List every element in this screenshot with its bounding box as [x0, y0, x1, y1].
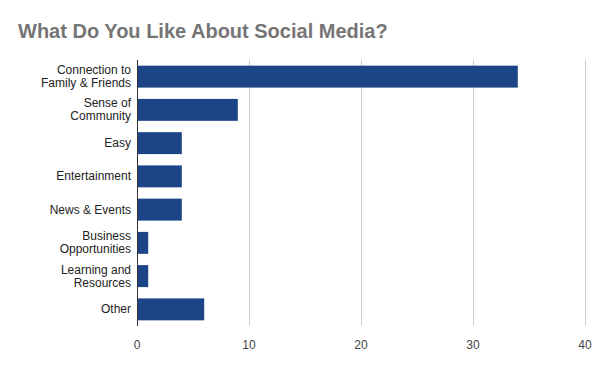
- tick-label: 40: [578, 338, 592, 352]
- category-label-line: Family & Friends: [41, 76, 131, 90]
- bar: [137, 99, 238, 121]
- bar: [137, 232, 148, 254]
- category-label-line: Connection to: [57, 63, 131, 77]
- bar: [137, 199, 182, 221]
- chart-container: What Do You Like About Social Media? 0 10 2…: [0, 0, 600, 371]
- category-label: Easy: [104, 136, 131, 150]
- category-label-line: Opportunities: [60, 242, 131, 256]
- category-label: BusinessOpportunities: [60, 229, 131, 256]
- bar: [137, 132, 182, 154]
- chart-title: What Do You Like About Social Media?: [18, 20, 388, 42]
- category-label-line: Easy: [104, 136, 131, 150]
- bar: [137, 165, 182, 187]
- category-label-line: Resources: [74, 276, 131, 290]
- category-label: Entertainment: [56, 169, 131, 183]
- category-label: Other: [101, 302, 131, 316]
- grid-line: [249, 60, 250, 326]
- tick-label: 20: [354, 338, 368, 352]
- category-label-line: News & Events: [50, 203, 131, 217]
- category-label-line: Other: [101, 302, 131, 316]
- grid-line: [473, 60, 474, 326]
- category-label-line: Community: [70, 109, 131, 123]
- category-label-line: Business: [82, 229, 131, 243]
- bar: [137, 298, 204, 320]
- category-label-line: Learning and: [61, 263, 131, 277]
- category-label-line: Sense of: [84, 96, 132, 110]
- background: [0, 0, 600, 371]
- tick-label: 10: [242, 338, 256, 352]
- category-label: Sense ofCommunity: [70, 96, 131, 123]
- bar: [137, 265, 148, 287]
- category-label: News & Events: [50, 203, 131, 217]
- category-label: Connection toFamily & Friends: [41, 63, 131, 90]
- grid-line: [585, 60, 586, 326]
- category-label: Learning andResources: [61, 263, 131, 290]
- axis-line: [137, 60, 138, 326]
- grid-line: [361, 60, 362, 326]
- grid: [250, 60, 586, 326]
- bars: [137, 66, 518, 321]
- bar: [137, 66, 518, 88]
- tick-label: 30: [466, 338, 480, 352]
- tick-label: 0: [134, 338, 141, 352]
- category-label-line: Entertainment: [56, 169, 131, 183]
- chart-svg: What Do You Like About Social Media? 0 10 2…: [0, 0, 600, 371]
